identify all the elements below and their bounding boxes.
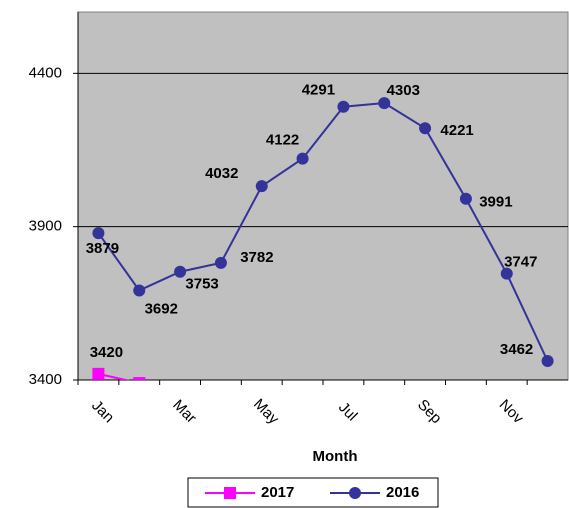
data-label: 3747 [504, 254, 537, 271]
marker [378, 97, 391, 110]
data-label: 4122 [266, 132, 299, 149]
x-tick-label: Nov [496, 396, 527, 427]
marker [174, 265, 187, 278]
marker [459, 192, 472, 205]
y-tick-label: 3900 [29, 218, 62, 235]
marker [337, 100, 350, 113]
x-tick-label: Jul [335, 399, 361, 425]
legend-marker [224, 487, 236, 499]
data-label: 3753 [185, 276, 218, 293]
marker [419, 122, 432, 135]
x-tick-label: Jan [88, 397, 117, 426]
series-line [97, 102, 549, 362]
x-tick-label: May [250, 396, 282, 428]
plot-clip [92, 97, 554, 380]
marker [500, 267, 513, 280]
marker [133, 284, 146, 297]
marker [296, 152, 309, 165]
y-tick-label: 4400 [29, 64, 62, 81]
x-tick-label: Mar [169, 396, 199, 426]
legend-label: 2016 [386, 484, 419, 501]
data-label: 3991 [479, 194, 512, 211]
data-label: 4291 [302, 82, 335, 99]
data-label: 3782 [240, 249, 273, 266]
marker [133, 377, 146, 380]
data-label: 4303 [387, 82, 420, 99]
data-label: 3462 [500, 341, 533, 358]
data-label: 3879 [86, 240, 119, 257]
x-tick-label: Sep [414, 396, 445, 427]
data-label: 4032 [205, 165, 238, 182]
marker [92, 227, 105, 240]
legend-marker [349, 487, 361, 499]
legend-label: 2017 [261, 484, 294, 501]
marker [214, 256, 227, 269]
series-line [98, 372, 131, 380]
y-tick-label: 3400 [29, 371, 62, 388]
data-label: 4221 [440, 122, 473, 139]
marker [92, 367, 105, 380]
marker [541, 354, 554, 367]
marker [255, 180, 268, 193]
x-axis-title: Month [313, 448, 358, 465]
data-label: 3420 [90, 344, 123, 361]
data-label: 3692 [145, 300, 178, 317]
